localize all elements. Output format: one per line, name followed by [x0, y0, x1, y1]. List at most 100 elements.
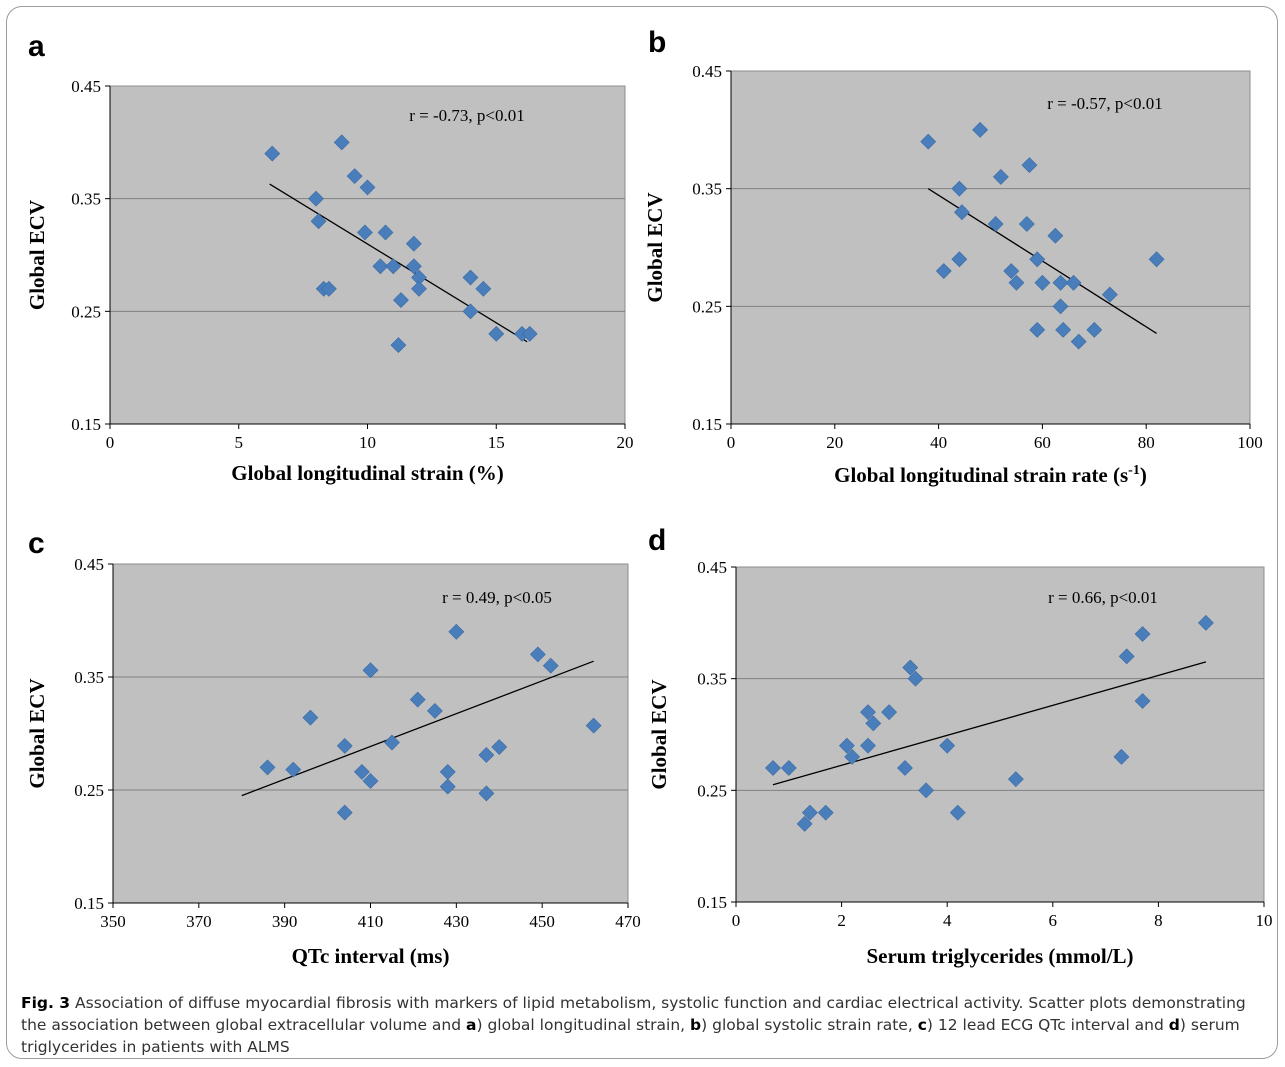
x-tick-label: 4: [943, 911, 952, 930]
data-point: [405, 258, 422, 275]
x-tick-label: 390: [272, 912, 298, 931]
data-point: [405, 235, 422, 252]
caption-text-5: ) serum triglycerides in patients with A…: [21, 1016, 1240, 1056]
data-point: [1047, 227, 1064, 244]
data-point: [1052, 274, 1069, 291]
data-point: [478, 785, 495, 802]
data-point: [585, 717, 602, 734]
data-point: [491, 739, 508, 755]
data-point: [1034, 274, 1051, 291]
plot-area: [730, 70, 1251, 425]
data-point: [357, 224, 373, 241]
data-point: [1008, 274, 1025, 291]
x-tick-label: 100: [1237, 433, 1263, 452]
chart-panel-b: b 0.15 0.25 0.35 0.45 0 20 40 60 80 100 Global long…: [643, 26, 1263, 487]
data-point: [285, 761, 302, 778]
trendline: [241, 660, 594, 797]
data-point: [765, 760, 781, 776]
x-tick-label: 40: [930, 433, 947, 452]
data-point: [359, 179, 376, 196]
y-tick-label: 0.45: [692, 62, 722, 81]
data-point: [542, 657, 559, 674]
y-tick-label: 0.35: [74, 668, 104, 687]
data-point: [462, 303, 479, 320]
correlation-annotation: r = 0.66, p<0.01: [1048, 588, 1158, 607]
trendline: [269, 183, 528, 343]
data-point: [308, 190, 324, 207]
y-tick-label: 0.35: [692, 180, 722, 199]
x-tick-label: 20: [826, 433, 843, 452]
y-tick-label: 0.25: [697, 781, 727, 800]
x-tick-label: 430: [444, 912, 470, 931]
data-point: [838, 737, 855, 754]
data-point: [362, 662, 379, 679]
trendline: [772, 661, 1207, 786]
x-tick-label: 20: [617, 433, 634, 452]
data-point: [362, 773, 379, 789]
data-point: [333, 134, 350, 151]
data-point: [951, 180, 968, 197]
caption-text-3: ) global systolic strain rate,: [701, 1016, 918, 1034]
y-axis-title: Global ECV: [647, 679, 671, 789]
data-point: [310, 213, 327, 230]
x-tick-label: 10: [1256, 911, 1273, 930]
data-point: [264, 145, 281, 162]
panel-letter: b: [648, 26, 666, 59]
correlation-annotation: r = -0.73, p<0.01: [409, 106, 525, 125]
data-point: [954, 204, 970, 221]
y-tick-label: 0.35: [697, 670, 727, 689]
data-point: [860, 737, 876, 754]
x-tick-label: 0: [732, 911, 741, 930]
data-point: [1148, 251, 1165, 268]
data-point: [377, 224, 394, 241]
y-tick-label: 0.45: [74, 555, 104, 574]
data-point: [881, 704, 898, 721]
x-tick-label: 80: [1138, 433, 1155, 452]
x-tick-label: 370: [186, 912, 212, 931]
data-point: [478, 747, 495, 763]
correlation-annotation: r = 0.49, p<0.05: [442, 588, 552, 607]
data-point: [949, 804, 966, 821]
data-point: [920, 133, 937, 150]
data-point: [796, 815, 813, 832]
data-point: [1118, 648, 1135, 665]
data-point: [1052, 298, 1069, 315]
data-point: [992, 168, 1009, 185]
x-tick-label: 450: [529, 912, 555, 931]
data-point: [1134, 626, 1151, 642]
y-tick-label: 0.45: [71, 77, 101, 96]
data-point: [1021, 157, 1038, 174]
chart-panel-c: c 0.15 0.25 0.35 0.45 350 370 390 410 430 450 470 QT…: [25, 527, 641, 968]
x-axis-title: Global longitudinal strain (%): [231, 461, 503, 485]
data-point: [1018, 216, 1035, 232]
caption-text-2: ) global longitudinal strain,: [476, 1016, 691, 1034]
y-axis-title: Global ECV: [25, 200, 49, 310]
data-point: [1003, 263, 1020, 279]
data-point: [1029, 321, 1046, 338]
x-tick-label: 410: [358, 912, 384, 931]
data-point: [439, 778, 456, 795]
data-point: [1065, 274, 1082, 291]
x-axis-title: Global longitudinal strain rate (s-1): [834, 463, 1147, 487]
y-tick-label: 0.35: [71, 190, 101, 209]
x-tick-label: 2: [837, 911, 846, 930]
x-tick-label: 5: [235, 433, 244, 452]
y-axis-title: Global ECV: [643, 192, 667, 302]
data-point: [1055, 321, 1072, 338]
plot-area: [735, 566, 1265, 903]
plot-area: [109, 85, 626, 425]
data-point: [817, 804, 834, 821]
data-point: [902, 659, 919, 676]
data-point: [1007, 771, 1024, 788]
data-point: [521, 325, 538, 342]
data-point: [320, 280, 337, 297]
data-point: [385, 258, 402, 275]
data-point: [860, 704, 876, 721]
data-point: [529, 646, 546, 663]
data-point: [907, 670, 924, 687]
y-tick-label: 0.25: [74, 781, 104, 800]
correlation-annotation: r = -0.57, p<0.01: [1047, 94, 1163, 113]
chart-panel-d: d 0.15 0.25 0.35 0.45 0 2 4 6 8 10 Serum triglyceri…: [647, 524, 1273, 968]
data-point: [390, 337, 407, 354]
